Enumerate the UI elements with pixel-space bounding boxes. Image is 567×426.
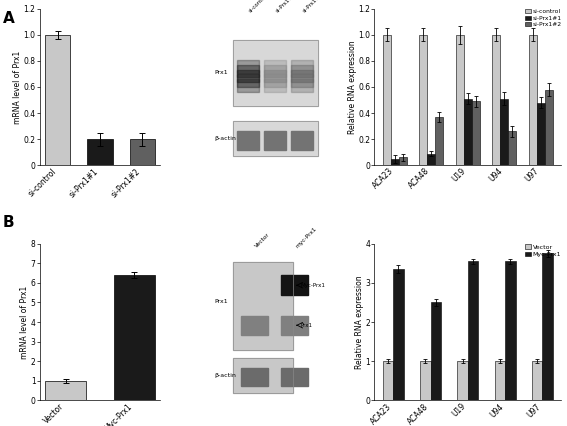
- Text: si-control: si-control: [248, 0, 269, 14]
- Bar: [45, 381, 86, 400]
- Bar: [492, 35, 500, 165]
- Bar: [129, 139, 155, 165]
- Bar: [237, 70, 259, 82]
- Bar: [458, 361, 468, 400]
- Bar: [232, 40, 318, 106]
- Bar: [114, 275, 155, 400]
- Bar: [464, 99, 472, 165]
- Text: A: A: [3, 11, 15, 26]
- Y-axis label: mRNA level of Prx1: mRNA level of Prx1: [20, 285, 29, 359]
- Bar: [241, 368, 268, 386]
- Bar: [237, 75, 259, 87]
- Legend: Vector, Myc-Prx1: Vector, Myc-Prx1: [524, 244, 562, 258]
- Bar: [281, 368, 308, 386]
- Bar: [232, 262, 293, 350]
- Bar: [435, 117, 443, 165]
- Bar: [87, 139, 113, 165]
- Bar: [237, 79, 259, 92]
- Bar: [237, 131, 259, 150]
- Bar: [264, 131, 286, 150]
- Y-axis label: Relative RNA expression: Relative RNA expression: [355, 275, 364, 369]
- Bar: [532, 361, 543, 400]
- Bar: [545, 89, 553, 165]
- Bar: [500, 99, 509, 165]
- Bar: [281, 316, 308, 334]
- Bar: [428, 153, 435, 165]
- Bar: [494, 361, 505, 400]
- Bar: [291, 60, 313, 73]
- Bar: [383, 35, 391, 165]
- Bar: [430, 302, 441, 400]
- Legend: si-control, si-Prx1#1, si-Prx1#2: si-control, si-Prx1#1, si-Prx1#2: [524, 9, 562, 28]
- Bar: [472, 101, 480, 165]
- Bar: [529, 35, 537, 165]
- Text: si-Prx1#2: si-Prx1#2: [302, 0, 324, 14]
- Bar: [509, 131, 517, 165]
- Text: Vector: Vector: [255, 232, 271, 249]
- Bar: [393, 269, 404, 400]
- Text: si-Prx1#1: si-Prx1#1: [275, 0, 297, 14]
- Bar: [291, 131, 313, 150]
- Bar: [232, 358, 293, 393]
- Bar: [391, 159, 399, 165]
- Bar: [291, 79, 313, 92]
- Bar: [232, 40, 318, 106]
- Text: β-actin: β-actin: [214, 136, 236, 141]
- Y-axis label: Relative RNA expression: Relative RNA expression: [348, 40, 357, 134]
- Y-axis label: mRNA level of Prx1: mRNA level of Prx1: [13, 50, 22, 124]
- Bar: [237, 60, 259, 73]
- Bar: [291, 65, 313, 78]
- Bar: [264, 70, 286, 82]
- Bar: [232, 262, 293, 350]
- Bar: [232, 121, 318, 156]
- Bar: [420, 361, 430, 400]
- Bar: [264, 65, 286, 78]
- Text: Prx1: Prx1: [214, 299, 228, 305]
- Bar: [237, 65, 259, 78]
- Bar: [537, 103, 545, 165]
- Bar: [232, 358, 293, 393]
- Bar: [291, 75, 313, 87]
- Text: myc-Prx1: myc-Prx1: [294, 226, 318, 249]
- Bar: [264, 79, 286, 92]
- Bar: [241, 316, 268, 334]
- Bar: [543, 253, 553, 400]
- Bar: [45, 35, 70, 165]
- Bar: [264, 60, 286, 73]
- Bar: [468, 261, 479, 400]
- Text: Prx1: Prx1: [301, 322, 313, 328]
- Text: B: B: [3, 215, 15, 230]
- Bar: [232, 121, 318, 156]
- Text: Prx1: Prx1: [214, 70, 228, 75]
- Bar: [399, 158, 407, 165]
- Bar: [281, 275, 308, 295]
- Bar: [383, 361, 393, 400]
- Bar: [420, 35, 428, 165]
- Bar: [505, 261, 515, 400]
- Bar: [264, 75, 286, 87]
- Text: β-actin: β-actin: [214, 373, 236, 378]
- Bar: [291, 70, 313, 82]
- Bar: [456, 35, 464, 165]
- Text: Myc-Prx1: Myc-Prx1: [301, 283, 326, 288]
